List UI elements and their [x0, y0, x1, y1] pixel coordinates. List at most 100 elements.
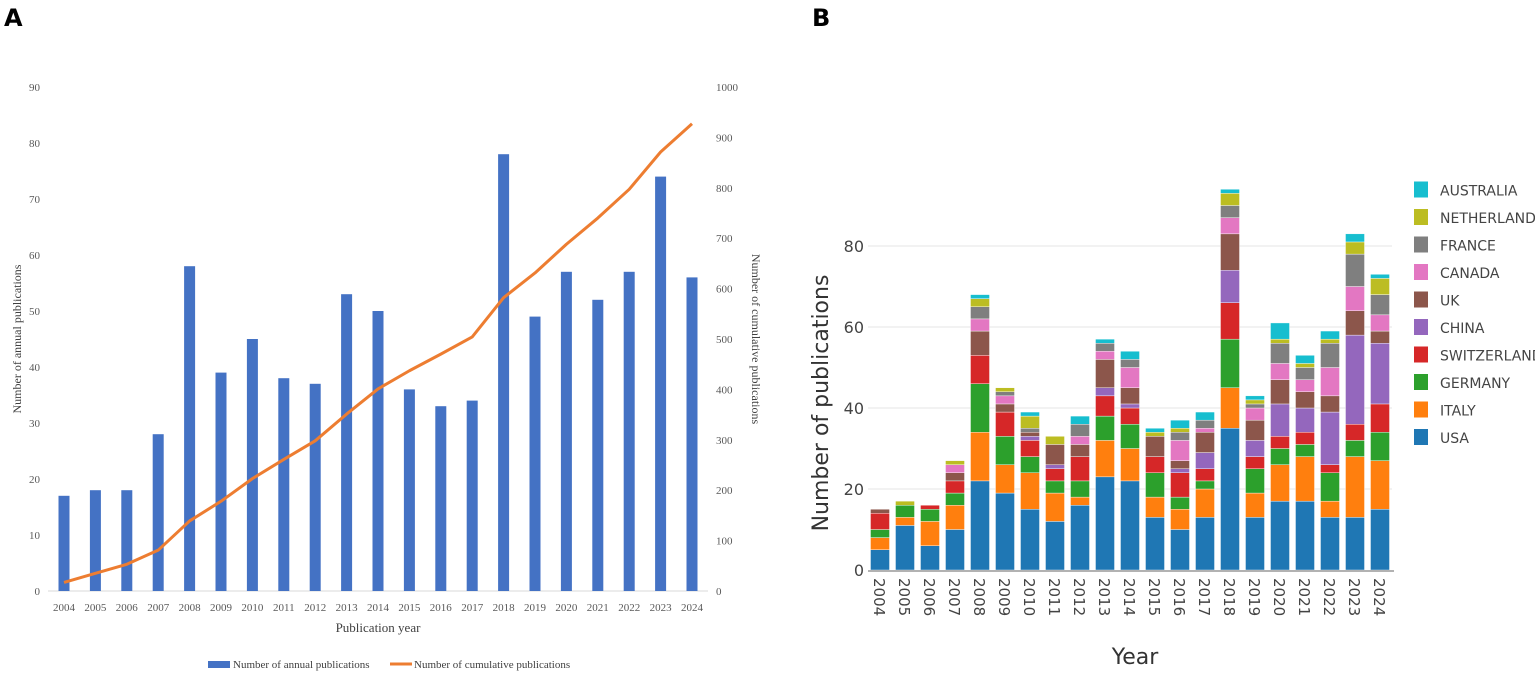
y-tick-label: 40: [844, 399, 864, 418]
bar-segment-australia: [1145, 428, 1165, 433]
bar-annual: [309, 383, 321, 591]
bar-segment-uk: [1145, 436, 1165, 457]
bar-segment-usa: [1295, 500, 1315, 571]
bar-segment-france: [1295, 367, 1315, 380]
y2-tick-label: 400: [716, 384, 733, 396]
y-tick-label: 60: [29, 250, 41, 262]
bar-segment-australia: [1095, 338, 1115, 344]
bar-segment-france: [995, 391, 1015, 397]
bar-segment-switzerland: [1045, 468, 1065, 482]
bar-annual: [278, 378, 290, 591]
bar-segment-australia: [1220, 189, 1240, 194]
bar-segment-canada: [1170, 440, 1190, 461]
bar-segment-canada: [1220, 217, 1240, 235]
x-tick-label: 2020: [1270, 578, 1288, 616]
legend-a-line-label: Number of cumulative publications: [414, 659, 570, 671]
bar-segment-usa: [1020, 509, 1040, 571]
bar-segment-usa: [1345, 517, 1365, 571]
bar-segment-france: [1170, 432, 1190, 441]
bar-annual: [529, 316, 541, 591]
bar-segment-usa: [1370, 509, 1390, 571]
legend-swatch: [1414, 264, 1428, 280]
x-tick-label: 2015: [398, 602, 421, 614]
legend-swatch: [1414, 236, 1428, 253]
panel-label-b: B: [812, 4, 830, 32]
bar-annual: [403, 389, 415, 591]
bar-segment-switzerland: [1020, 440, 1040, 457]
y2-tick-label: 0: [716, 586, 722, 598]
bar-segment-switzerland: [1270, 436, 1290, 449]
bar-segment-usa: [1120, 480, 1140, 571]
bar-segment-italy: [1345, 456, 1365, 518]
bar-segment-canada: [1320, 367, 1340, 397]
legend-swatch: [1414, 374, 1428, 390]
bar-segment-canada: [1245, 407, 1265, 421]
x-tick-label: 2018: [493, 602, 516, 614]
bar-segment-germany: [1295, 444, 1315, 457]
bar-segment-netherlands: [1295, 363, 1315, 368]
legend-label: AUSTRALIA: [1440, 184, 1518, 200]
legend-swatch: [1414, 209, 1428, 225]
bar-segment-italy: [995, 464, 1015, 494]
bar-annual: [560, 271, 572, 591]
chart-a: 0102030405060708090010020030040050060070…: [29, 82, 739, 614]
legend-label: CANADA: [1440, 266, 1500, 282]
y2-tick-label: 100: [716, 536, 733, 548]
x-tick-label: 2022: [618, 602, 640, 614]
y-tick-label: 50: [29, 306, 41, 318]
bar-segment-uk: [1345, 310, 1365, 336]
bar-segment-italy: [1320, 500, 1340, 518]
legend-label: ITALY: [1440, 404, 1476, 420]
bar-segment-uk: [1045, 444, 1065, 465]
y-tick-label: 30: [29, 418, 41, 430]
bar-segment-canada: [1270, 363, 1290, 380]
bar-segment-germany: [1320, 472, 1340, 502]
bar-segment-uk: [870, 509, 890, 514]
bar-segment-france: [1370, 294, 1390, 316]
bar-segment-canada: [995, 395, 1015, 405]
x-tick-label: 2024: [1370, 578, 1388, 616]
bar-segment-switzerland: [1245, 456, 1265, 469]
bar-segment-china: [1095, 387, 1115, 397]
bar-segment-switzerland: [1145, 456, 1165, 474]
bar-segment-italy: [1245, 492, 1265, 518]
x-tick-label: 2005: [84, 602, 107, 614]
bar-segment-france: [1320, 343, 1340, 368]
x-tick-label: 2021: [587, 602, 609, 614]
bar-segment-usa: [895, 525, 915, 571]
x-tick-label: 2015: [1145, 578, 1163, 616]
x-tick-label: 2019: [1245, 578, 1263, 616]
bar-segment-switzerland: [970, 355, 990, 384]
x-tick-label: 2011: [273, 602, 295, 614]
bar-annual: [152, 434, 164, 591]
bar-segment-germany: [1345, 440, 1365, 457]
bar-segment-netherlands: [1320, 338, 1340, 344]
bar-segment-france: [1095, 343, 1115, 352]
bar-segment-canada: [1370, 314, 1390, 332]
bar-segment-china: [1020, 436, 1040, 441]
bar-segment-germany: [1195, 480, 1215, 490]
bar-segment-switzerland: [1195, 468, 1215, 482]
x-tick-label: 2023: [1345, 578, 1363, 616]
x-tick-label: 2011: [1045, 578, 1063, 616]
bar-segment-uk: [1195, 432, 1215, 453]
bar-segment-france: [1070, 424, 1090, 437]
bar-segment-italy: [1195, 488, 1215, 518]
bar-segment-canada: [970, 318, 990, 332]
bar-segment-uk: [1295, 391, 1315, 409]
bar-segment-netherlands: [1270, 338, 1290, 344]
bar-segment-switzerland: [870, 513, 890, 530]
bar-segment-germany: [1270, 448, 1290, 465]
bar-segment-china: [1370, 343, 1390, 405]
bar-segment-switzerland: [1070, 456, 1090, 482]
bar-segment-switzerland: [1345, 424, 1365, 441]
bar-segment-australia: [1070, 415, 1090, 425]
bar-segment-usa: [1145, 517, 1165, 571]
bar-segment-canada: [1345, 286, 1365, 311]
bar-segment-germany: [1370, 432, 1390, 461]
bar-segment-uk: [995, 403, 1015, 413]
x-tick-label: 2009: [210, 602, 233, 614]
legend-label: NETHERLANDS: [1440, 211, 1535, 227]
line-cumulative: [63, 122, 694, 584]
bar-segment-usa: [1320, 517, 1340, 571]
